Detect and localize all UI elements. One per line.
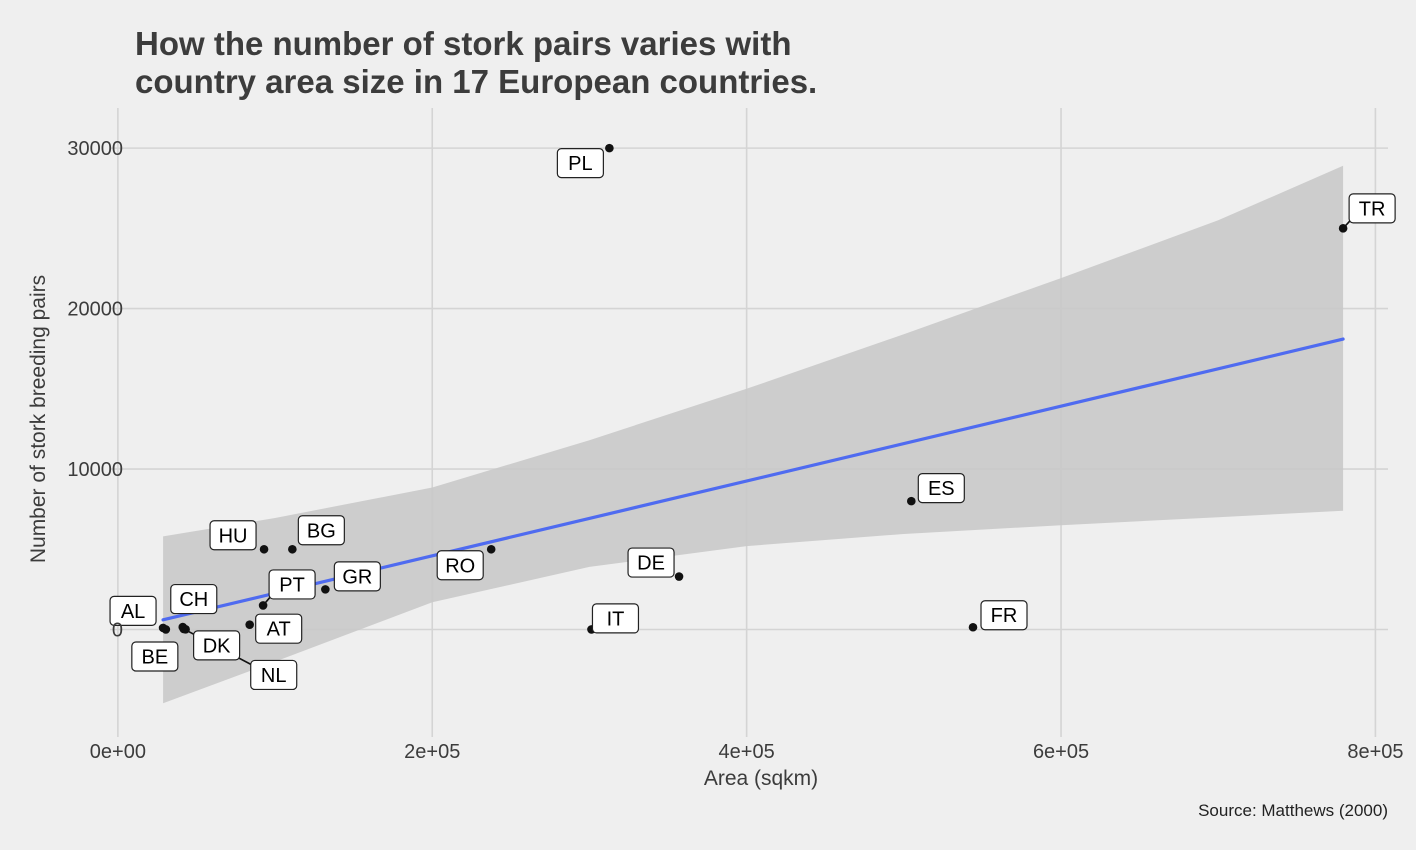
label-ch: CH <box>179 589 208 611</box>
x-tick-label-0: 0e+00 <box>90 741 146 763</box>
label-gr: GR <box>342 566 372 588</box>
point-pt <box>258 601 268 610</box>
label-bg: BG <box>307 520 336 542</box>
x-tick-label-2: 4e+05 <box>719 741 775 763</box>
point-gr <box>321 585 330 594</box>
x-tick-label-4: 8e+05 <box>1347 741 1403 763</box>
point-es <box>907 496 916 506</box>
point-pl <box>605 143 614 153</box>
label-box-fr <box>980 600 1028 631</box>
y-tick-label-1: 10000 <box>67 459 123 481</box>
label-box-ch <box>170 583 218 615</box>
label-pt: PT <box>279 574 305 596</box>
chart-title-line-2: country area size in 17 European countri… <box>135 63 817 100</box>
point-bg <box>288 544 297 554</box>
label-hu: HU <box>219 525 248 547</box>
point-de <box>674 572 684 581</box>
label-box-de <box>627 547 675 578</box>
label-al: AL <box>121 601 145 623</box>
label-dk: DK <box>203 635 231 657</box>
label-be: BE <box>141 646 168 668</box>
label-es: ES <box>928 478 955 500</box>
point-ro <box>486 544 496 554</box>
x-tick-label-3: 6e+05 <box>1033 741 1089 763</box>
tick-label-layer: 0e+00 2e+05 4e+05 6e+05 8e+05 0 10000 20000 3000… <box>67 138 1403 763</box>
y-axis-title: Number of stork breeding pairs <box>27 275 50 563</box>
point-label-layer: AL AT BE BG CH DK DE ES FR GR HU IT NL PL PT RO TR <box>109 148 1396 691</box>
label-box-pt <box>268 569 316 600</box>
confidence-band <box>163 165 1344 704</box>
label-box-bg <box>297 515 345 546</box>
label-box-nl <box>250 659 298 691</box>
label-box-tr <box>1348 193 1396 224</box>
label-nl: NL <box>261 665 287 687</box>
label-box-es <box>917 473 965 504</box>
label-box-pl <box>556 148 604 179</box>
label-it: IT <box>607 608 625 630</box>
y-tick-label-0: 0 <box>112 619 123 641</box>
label-at: AT <box>267 619 291 641</box>
label-box-dk <box>193 630 241 661</box>
point-hu <box>259 544 269 554</box>
label-de: DE <box>637 553 665 575</box>
label-box-gr <box>333 561 381 592</box>
point-layer <box>158 143 1348 634</box>
y-tick-label-3: 30000 <box>67 138 123 160</box>
point-fr <box>968 622 978 632</box>
label-box-at <box>255 613 303 644</box>
label-box-ro <box>436 550 484 581</box>
label-box-be <box>131 641 179 672</box>
point-at <box>245 620 254 629</box>
label-fr: FR <box>991 605 1018 627</box>
x-tick-label-1: 2e+05 <box>404 741 460 763</box>
source-caption: Source: Matthews (2000) <box>1198 801 1388 820</box>
label-box-hu <box>209 520 257 551</box>
chart-title-line-1: How the number of stork pairs varies wit… <box>135 25 791 62</box>
label-box-al <box>109 595 157 626</box>
point-nl <box>179 624 189 634</box>
label-box-it <box>591 603 640 634</box>
point-be <box>161 625 171 634</box>
confidence-band-layer <box>163 165 1344 704</box>
x-axis-title: Area (sqkm) <box>704 767 818 790</box>
label-tr: TR <box>1359 198 1386 220</box>
y-tick-label-2: 20000 <box>67 299 123 321</box>
label-ro: RO <box>445 555 475 577</box>
point-tr <box>1338 224 1348 233</box>
label-pl: PL <box>568 153 592 175</box>
